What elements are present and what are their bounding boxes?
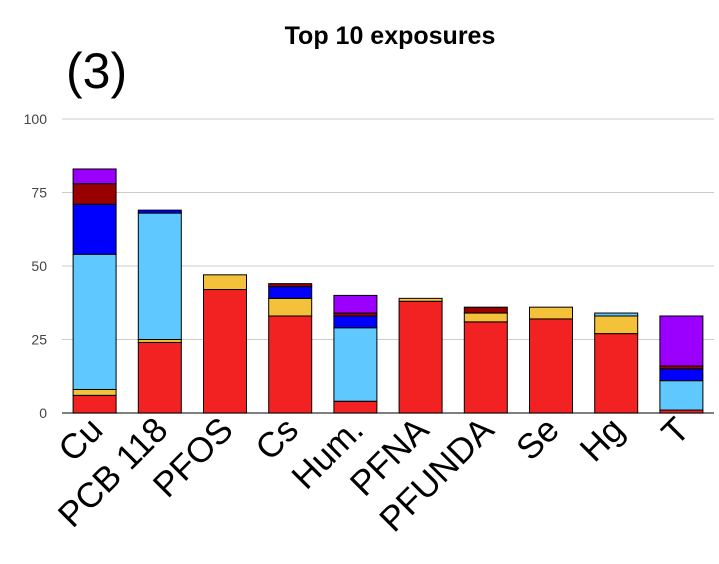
bar-stack xyxy=(594,312,639,414)
y-tick-label: 50 xyxy=(31,258,47,274)
bar-segment xyxy=(268,283,313,288)
bar-segment xyxy=(333,315,378,329)
bar-segment xyxy=(659,368,704,382)
bar-segment xyxy=(463,321,508,414)
bar-segment xyxy=(268,286,313,299)
bar-segment xyxy=(72,183,117,205)
bar-segment xyxy=(137,212,182,340)
bar-segment xyxy=(398,300,443,414)
y-tick-label: 100 xyxy=(24,111,48,127)
y-tick-label: 25 xyxy=(31,332,47,348)
bar-segment xyxy=(463,306,508,314)
bar-segment xyxy=(72,394,117,414)
bar-segment xyxy=(203,289,247,414)
bar-segment xyxy=(72,168,117,185)
bar-segment xyxy=(659,315,704,367)
bar-segment xyxy=(203,274,247,291)
chart-title: Top 10 exposures xyxy=(284,22,496,50)
bar-segment xyxy=(333,294,378,314)
bar-segment xyxy=(72,388,117,396)
bar-stack xyxy=(137,209,182,414)
bar-segment xyxy=(72,253,117,390)
bar-stack xyxy=(659,315,704,414)
y-tick-label: 0 xyxy=(39,405,47,421)
bars xyxy=(72,168,704,414)
bar-segment xyxy=(333,327,378,402)
bar-segment xyxy=(659,380,704,411)
bar-stack xyxy=(268,283,313,414)
bar-stack xyxy=(203,274,247,414)
bar-stack xyxy=(398,297,443,414)
bar-segment xyxy=(137,209,182,214)
y-tick-label: 75 xyxy=(31,185,47,201)
x-tick-label: T xyxy=(654,410,697,453)
bar-stack xyxy=(333,294,378,414)
bar-segment xyxy=(333,400,378,414)
bar-segment xyxy=(463,312,508,323)
bar-segment xyxy=(268,315,313,414)
bar-stack xyxy=(463,306,508,414)
bar-segment xyxy=(594,312,639,317)
panel-label: (3) xyxy=(66,43,128,99)
bar-segment xyxy=(72,203,117,255)
bar-segment xyxy=(529,318,573,414)
bar-segment xyxy=(594,315,639,335)
y-axis-ticks: 0 25 50 75 100 xyxy=(24,111,48,421)
bar-segment xyxy=(594,333,639,414)
bar-segment xyxy=(529,306,573,320)
bar-stack xyxy=(529,306,573,414)
bar-segment xyxy=(268,297,313,317)
x-tick-label: Se xyxy=(509,410,567,468)
bar-segment xyxy=(137,341,182,414)
bar-stack xyxy=(72,168,117,414)
bar-segment xyxy=(398,297,443,302)
x-tick-label: Hg xyxy=(573,410,632,469)
